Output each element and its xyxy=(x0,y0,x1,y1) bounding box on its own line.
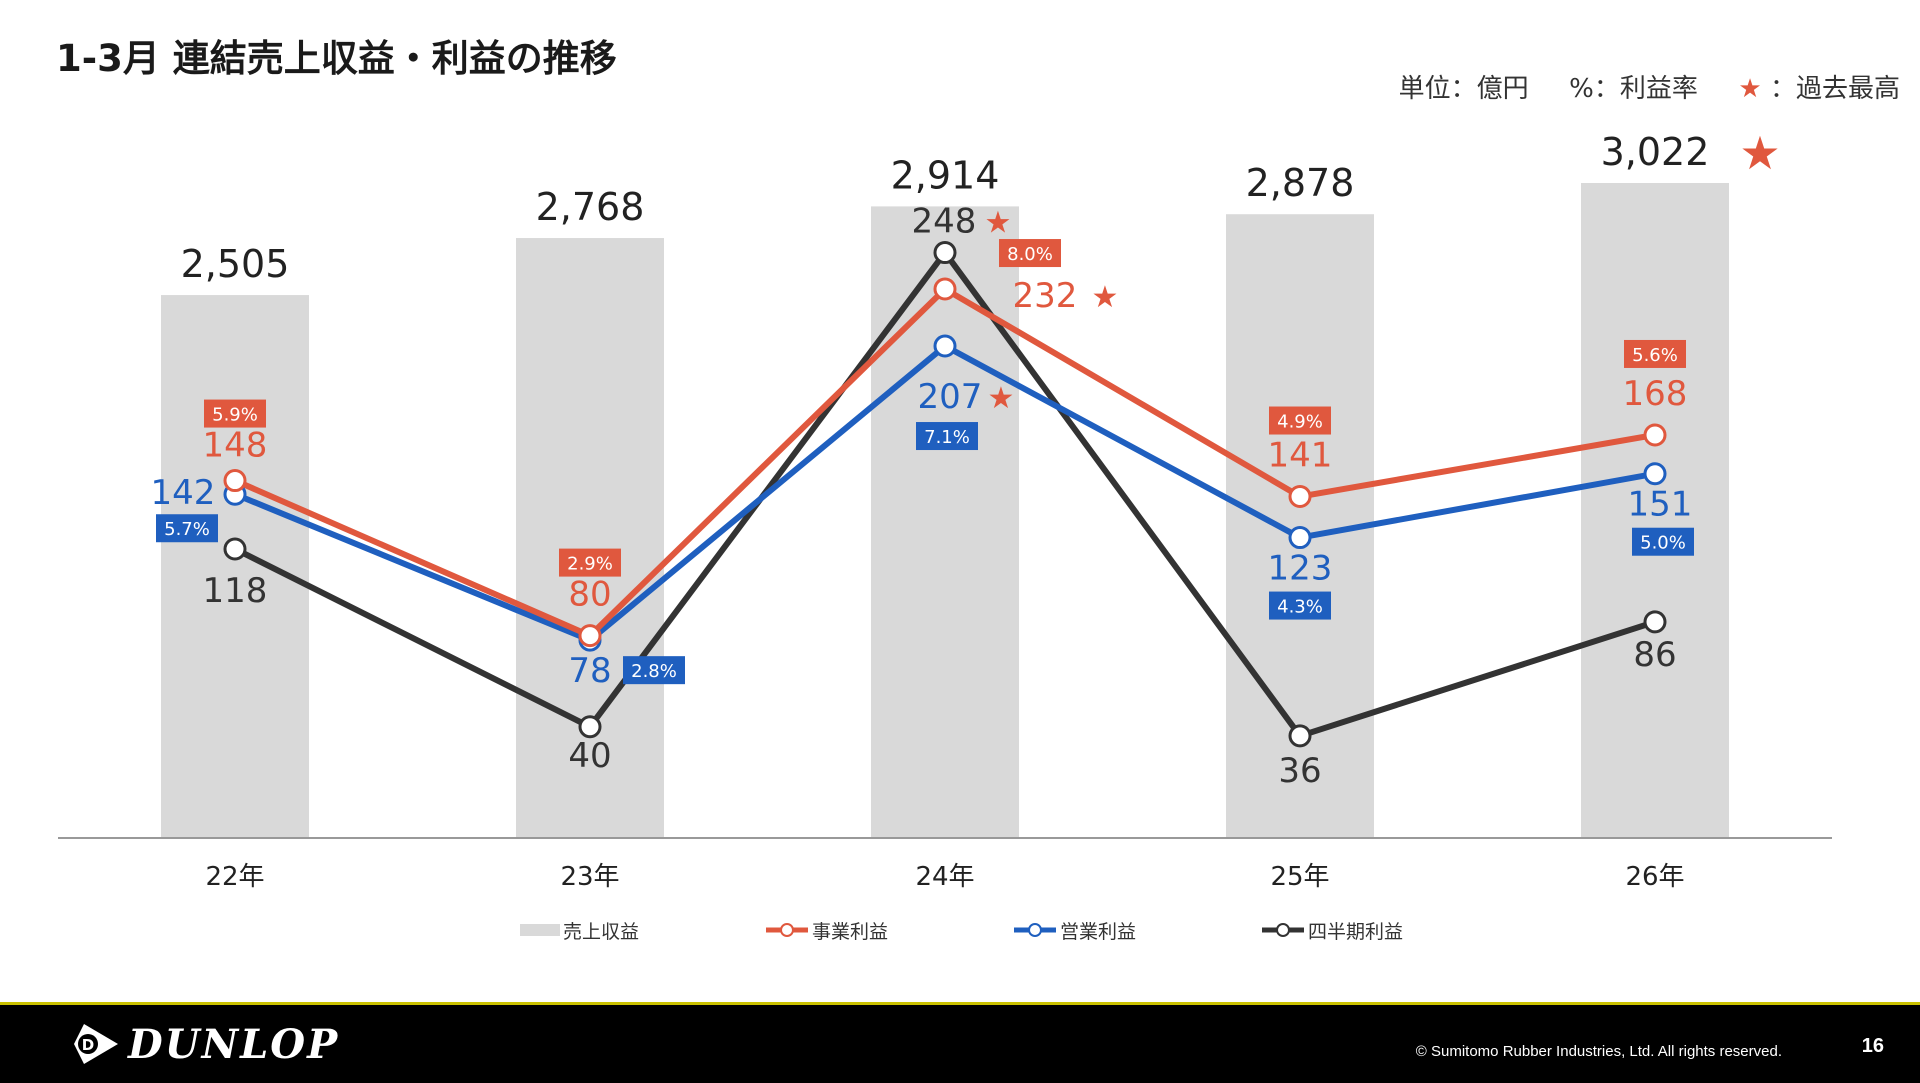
legend-marker-eigyo xyxy=(1028,923,1042,937)
legend-label-eigyo: 営業利益 xyxy=(1060,921,1136,943)
svg-text:D: D xyxy=(82,1036,94,1054)
margin-label-jigyo: 2.9% xyxy=(567,554,613,575)
legend-swatch-sales xyxy=(520,924,560,936)
record-star-icon: ★ xyxy=(985,206,1012,241)
value-label-shihanki: 36 xyxy=(1278,751,1321,791)
legend-marker-jigyo xyxy=(780,923,794,937)
point-shihanki xyxy=(933,241,957,265)
value-label-eigyo: 78 xyxy=(568,651,611,691)
bar-sales-26年 xyxy=(1581,183,1729,838)
value-label-jigyo: 232 xyxy=(1013,276,1078,316)
page-title: 1-3月 連結売上収益・利益の推移 xyxy=(56,37,617,80)
bar-label: 2,505 xyxy=(181,242,290,286)
margin-label-jigyo: 5.6% xyxy=(1632,345,1678,366)
bar-sales-22年 xyxy=(161,295,309,838)
legend-marker-shihanki xyxy=(1276,923,1290,937)
x-tick-label: 23年 xyxy=(560,862,619,892)
point-jigyo xyxy=(1288,485,1312,509)
value-label-jigyo: 80 xyxy=(568,575,611,615)
dunlop-emblem-icon: D xyxy=(74,1024,118,1064)
margin-label-jigyo: 5.9% xyxy=(212,405,258,426)
point-shihanki xyxy=(1288,724,1312,748)
point-shihanki xyxy=(1643,610,1667,634)
value-label-jigyo: 141 xyxy=(1268,436,1333,476)
margin-badge-eigyo xyxy=(156,514,218,543)
margin-label-eigyo: 2.8% xyxy=(631,661,677,682)
value-label-shihanki: 86 xyxy=(1633,635,1676,675)
point-shihanki xyxy=(578,715,602,739)
margin-badge-jigyo xyxy=(1624,339,1686,368)
margin-badge-jigyo xyxy=(999,239,1061,268)
bar-label: 2,768 xyxy=(536,185,645,229)
x-tick-label: 22年 xyxy=(205,862,264,892)
bar-label: 2,914 xyxy=(891,153,1000,197)
margin-badge-eigyo xyxy=(1269,591,1331,620)
value-label-shihanki: 248 xyxy=(912,202,977,242)
unit-label: 単位：億円 xyxy=(1398,74,1529,104)
margin-badge-eigyo xyxy=(1632,527,1694,556)
margin-label-eigyo: 7.1% xyxy=(924,427,970,448)
star-icon: ★ xyxy=(1738,74,1762,104)
margin-badge-jigyo xyxy=(204,399,266,428)
value-label-shihanki: 40 xyxy=(568,736,611,776)
record-star-icon: ★ xyxy=(1092,280,1119,315)
value-label-eigyo: 142 xyxy=(151,473,216,513)
record-star-icon: ★ xyxy=(988,381,1015,416)
value-label-eigyo: 123 xyxy=(1268,549,1333,589)
margin-badge-eigyo xyxy=(916,422,978,451)
margin-badge-jigyo xyxy=(1269,406,1331,435)
point-eigyo xyxy=(933,334,957,358)
point-eigyo xyxy=(1288,526,1312,550)
value-label-shihanki: 118 xyxy=(203,571,268,611)
dunlop-wordmark: DUNLOP xyxy=(128,1020,340,1068)
bar-sales-24年 xyxy=(871,206,1019,839)
point-jigyo xyxy=(578,624,602,648)
unit-note: 単位：億円 %：利益率 ★ ：過去最高 xyxy=(1399,68,1900,105)
value-label-jigyo: 148 xyxy=(203,426,268,466)
point-eigyo xyxy=(1643,462,1667,486)
chart: 2,505 2,768 2,914 2,878 3,022 ★ 22年 23年 24年 25年 26… xyxy=(58,126,1832,943)
value-label-eigyo: 151 xyxy=(1628,485,1693,525)
dunlop-logo: D DUNLOP xyxy=(72,1019,339,1069)
value-label-jigyo: 168 xyxy=(1623,374,1688,414)
margin-badge-eigyo xyxy=(623,656,685,685)
record-star-icon: ★ xyxy=(1739,126,1780,180)
legend-label-shihanki: 四半期利益 xyxy=(1308,921,1403,943)
copyright: © Sumitomo Rubber Industries, Ltd. All r… xyxy=(1415,1043,1782,1060)
star-label: ：過去最高 xyxy=(1769,74,1900,104)
pct-label: %：利益率 xyxy=(1569,74,1698,104)
legend-label-sales: 売上収益 xyxy=(563,921,639,943)
x-tick-label: 25年 xyxy=(1270,862,1329,892)
footer: D DUNLOP © Sumitomo Rubber Industries, L… xyxy=(0,1002,1920,1083)
legend-label-jigyo: 事業利益 xyxy=(812,921,888,943)
margin-label-eigyo: 4.3% xyxy=(1277,597,1323,618)
point-shihanki xyxy=(223,537,247,561)
margin-label-jigyo: 8.0% xyxy=(1007,244,1053,265)
page-number: 16 xyxy=(1861,1035,1884,1057)
margin-label-eigyo: 5.0% xyxy=(1640,533,1686,554)
margin-label-jigyo: 4.9% xyxy=(1277,412,1323,433)
x-tick-label: 26年 xyxy=(1625,862,1684,892)
point-jigyo xyxy=(1643,423,1667,447)
x-tick-label: 24年 xyxy=(915,862,974,892)
margin-badge-jigyo xyxy=(559,548,621,577)
point-jigyo xyxy=(933,277,957,301)
point-jigyo xyxy=(223,469,247,493)
margin-label-eigyo: 5.7% xyxy=(164,519,210,540)
bar-label: 2,878 xyxy=(1246,161,1355,205)
bar-label: 3,022 xyxy=(1601,130,1710,174)
value-label-eigyo: 207 xyxy=(918,377,983,417)
